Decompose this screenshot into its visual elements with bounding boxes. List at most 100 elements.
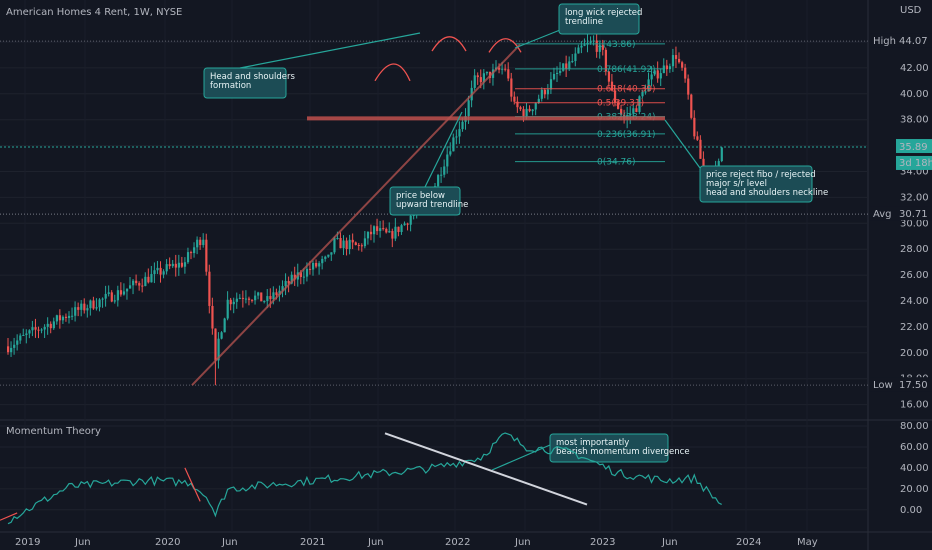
candle-body xyxy=(693,117,696,137)
annotation-text: price below xyxy=(396,191,445,201)
candle-body xyxy=(290,274,293,284)
candle-body xyxy=(601,45,604,50)
candle-body xyxy=(80,303,83,310)
candle-body xyxy=(485,71,489,74)
candle-body xyxy=(199,239,202,246)
momentum-tick-label: 40.00 xyxy=(900,463,929,474)
fib-level-label: 1(43.86) xyxy=(597,40,636,50)
annotation-pointer xyxy=(424,111,463,188)
candle-body xyxy=(479,77,482,83)
annotation-pointer xyxy=(664,119,701,169)
candle-body xyxy=(101,298,104,300)
candle-body xyxy=(116,290,119,301)
candle-body xyxy=(77,307,80,310)
price-axis[interactable]: 44.0042.0040.0038.0036.0034.0032.0030.00… xyxy=(870,33,932,411)
candle-body xyxy=(656,70,659,79)
candle-body xyxy=(653,70,656,75)
price-marker-label: High xyxy=(873,36,896,47)
candle-body xyxy=(40,329,43,331)
candle-body xyxy=(125,288,129,292)
annotation-text: formation xyxy=(210,81,251,91)
annotation-box xyxy=(389,186,461,216)
candle-body xyxy=(235,298,238,302)
candle-body xyxy=(537,98,540,104)
candle-body xyxy=(559,70,562,73)
momentum-axis[interactable]: 80.00 60.00 40.00 20.00 0.00 xyxy=(900,421,929,516)
candle-body xyxy=(674,55,678,59)
annotation-text: upward trendline xyxy=(396,200,468,210)
candle-body xyxy=(74,307,77,316)
candle-body xyxy=(110,292,113,302)
candle-body xyxy=(299,272,302,277)
candle-body xyxy=(83,303,86,311)
candle-body xyxy=(217,338,220,361)
candle-body xyxy=(107,292,110,294)
candle-body xyxy=(238,297,241,299)
price-marker-box xyxy=(896,206,932,221)
price-marker-box xyxy=(896,139,932,154)
candle-body xyxy=(373,226,376,235)
annotation-text: price reject fibo / rejected xyxy=(706,170,816,180)
price-marker-label-box xyxy=(870,33,896,48)
candle-body xyxy=(22,334,25,336)
candle-body xyxy=(150,274,153,283)
candle-body xyxy=(449,151,452,155)
candle-body xyxy=(647,79,650,92)
candle-body xyxy=(193,247,196,254)
candle-body xyxy=(681,62,684,68)
time-tick-label: 2023 xyxy=(590,537,615,548)
annotation-text: Head and shoulders xyxy=(210,72,296,82)
candle-body xyxy=(168,264,171,267)
candle-body xyxy=(598,45,601,52)
candle-body xyxy=(284,280,287,287)
price-marker-box xyxy=(896,377,932,392)
time-tick-label: Jun xyxy=(661,537,678,548)
time-axis[interactable]: 2019 Jun 2020 Jun 2021 Jun 2022 Jun 2023 Jun 2024 M… xyxy=(15,537,818,548)
candle-body xyxy=(455,136,458,138)
candle-body xyxy=(162,271,165,275)
annotation-text: bearish momentum divergence xyxy=(556,447,690,457)
candle-body xyxy=(388,231,391,233)
candle-body xyxy=(568,61,571,69)
price-marker-value: 3d 18h xyxy=(899,158,932,169)
price-tick-label: 16.00 xyxy=(900,400,929,411)
candle-body xyxy=(318,263,321,267)
candle-body xyxy=(369,231,373,235)
annotation-text: long wick rejected xyxy=(565,8,642,18)
head-arc xyxy=(431,36,467,52)
candle-body xyxy=(351,239,354,243)
candle-body xyxy=(25,333,28,335)
candle-body xyxy=(144,276,147,287)
candle-body xyxy=(552,73,556,80)
candle-body xyxy=(308,268,312,270)
candle-body xyxy=(260,292,263,302)
candle-body xyxy=(650,74,653,80)
price-tick-label: 30.00 xyxy=(900,218,929,229)
left-shoulder-arc xyxy=(374,63,411,82)
candle-body xyxy=(333,238,336,253)
candle-body xyxy=(28,330,31,334)
fib-level-label: 0.786(41.92) xyxy=(597,65,656,75)
time-tick-label: Jun xyxy=(367,537,384,548)
candle-body xyxy=(516,101,519,108)
time-tick-label: May xyxy=(797,537,818,548)
candle-body xyxy=(37,329,40,331)
candle-body xyxy=(638,96,641,112)
candle-body xyxy=(171,263,174,267)
candle-body xyxy=(129,285,132,289)
candle-body xyxy=(247,298,251,300)
candle-body xyxy=(302,276,306,278)
candle-body xyxy=(699,139,702,159)
candle-body xyxy=(357,244,360,246)
candle-body xyxy=(678,58,681,63)
candle-body xyxy=(345,240,348,250)
price-tick-label: 38.00 xyxy=(900,115,929,126)
momentum-title: Momentum Theory xyxy=(6,426,101,437)
candle-body xyxy=(55,315,58,322)
annotation-box xyxy=(558,3,640,35)
candle-body xyxy=(379,228,382,232)
fib-level-label: 0(34.76) xyxy=(597,158,636,168)
candle-body xyxy=(400,225,403,232)
candle-body xyxy=(275,292,278,296)
price-tick-label: 32.00 xyxy=(900,192,929,203)
